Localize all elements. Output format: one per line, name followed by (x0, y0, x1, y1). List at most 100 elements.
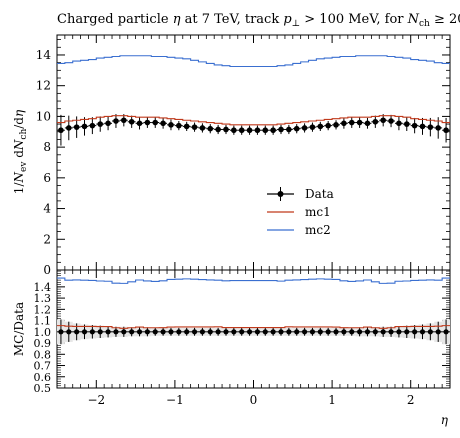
ratio-data-point (286, 329, 292, 335)
data-point (176, 122, 182, 129)
data-point (144, 119, 151, 126)
data-point (207, 125, 214, 132)
data-point (152, 119, 159, 126)
ratio-y-tick-label: 1.4 (34, 281, 52, 294)
data-point (372, 118, 379, 125)
main-y-tick-label: 10 (36, 109, 51, 123)
data-point (333, 122, 339, 128)
data-point (419, 123, 426, 130)
ratio-y-tick-label: 0.7 (34, 360, 52, 373)
main-axis-ticks: 0 2 4 6 8 10 12 14 (36, 35, 451, 277)
main-y-tick-label: 12 (36, 79, 51, 93)
ratio-data-point (396, 329, 402, 335)
ratio-data-point (223, 329, 229, 335)
data-point (73, 124, 80, 130)
legend-label-mc1: mc1 (305, 205, 331, 219)
ratio-data-point (81, 329, 88, 335)
ratio-y-tick-label: 0.5 (34, 382, 52, 395)
data-point (341, 120, 347, 127)
ratio-series-group (57, 277, 450, 345)
ratio-data-point (113, 329, 119, 335)
data-point (65, 125, 72, 131)
ratio-data-point (97, 329, 103, 335)
ratio-data-point (278, 329, 284, 335)
x-axis-title: η (441, 413, 449, 427)
ratio-y-tick-label: 1.1 (34, 315, 52, 328)
data-point (168, 122, 174, 128)
x-tick-label: 1 (328, 393, 336, 407)
ratio-data-point (191, 329, 198, 335)
data-point (301, 125, 308, 131)
data-point (254, 127, 261, 134)
ratio-data-point (372, 329, 378, 335)
x-tick-label: −2 (87, 393, 105, 407)
ratio-y-tick-label: 0.8 (34, 348, 52, 361)
data-point (325, 122, 331, 129)
ratio-data-point (105, 329, 111, 335)
data-point (97, 121, 104, 127)
data-point (270, 127, 276, 134)
data-point (231, 127, 237, 134)
data-point (223, 126, 229, 133)
data-point (58, 127, 64, 134)
x-tick-label: 2 (407, 393, 415, 407)
ratio-y-tick-label: 1.2 (34, 303, 52, 316)
data-point (191, 124, 198, 130)
main-y-tick-label: 2 (43, 232, 51, 246)
ratio-data-point (121, 329, 127, 335)
ratio-data-point (144, 329, 150, 335)
ratio-data-point (215, 329, 221, 335)
main-y-tick-label: 4 (43, 202, 51, 216)
ratio-data-point (176, 329, 182, 335)
ratio-data-point (152, 329, 158, 335)
legend-label-data: Data (305, 187, 334, 201)
legend-label-mc2: mc2 (305, 223, 331, 237)
ratio-data-point (419, 329, 426, 335)
data-point (215, 126, 221, 133)
ratio-y-tick-label: 1.3 (34, 292, 52, 305)
ratio-data-point (427, 329, 433, 335)
ratio-y-tick-label: 0.9 (34, 337, 52, 350)
ratio-data-point (231, 329, 237, 335)
legend: Data mc1 mc2 (267, 187, 334, 237)
main-y-tick-label: 14 (36, 48, 52, 62)
data-point (278, 126, 284, 133)
ratio-data-point (404, 329, 410, 335)
data-point (443, 127, 449, 134)
data-point (113, 118, 119, 124)
ratio-data-point (239, 329, 245, 335)
ratio-data-point (89, 329, 95, 335)
ratio-data-point (58, 329, 64, 335)
data-point (286, 126, 292, 133)
data-point (411, 122, 418, 129)
ratio-data-point (74, 329, 80, 335)
ratio-data-point (364, 329, 371, 335)
ratio-data-point (246, 329, 253, 335)
ratio-data-point (412, 329, 418, 335)
ratio-y-axis-title: MC/Data (12, 302, 26, 356)
data-point (388, 118, 394, 124)
ratio-data-point (199, 329, 206, 335)
ratio-data-point (254, 329, 261, 335)
ratio-data-point (325, 329, 331, 335)
data-point (183, 123, 190, 130)
ratio-data-point (168, 329, 174, 335)
data-point (238, 127, 245, 134)
ratio-y-tick-label: 0.6 (34, 371, 52, 384)
data-point (364, 120, 371, 127)
data-point (199, 125, 206, 131)
x-tick-label: −1 (166, 393, 184, 407)
chart-title: Charged particle η at 7 TeV, track p⊥ > … (57, 12, 460, 29)
x-tick-label: 0 (250, 393, 258, 407)
main-plot-frame (56, 34, 451, 271)
ratio-data-point (294, 329, 300, 335)
ratio-data-point (66, 329, 72, 335)
data-point (160, 120, 166, 127)
data-point (348, 119, 355, 126)
ratio-data-point (129, 329, 135, 335)
data-point (105, 120, 111, 127)
main-series-mc1-line (57, 115, 450, 126)
ratio-data-point (349, 329, 355, 335)
ratio-data-point (435, 329, 441, 335)
